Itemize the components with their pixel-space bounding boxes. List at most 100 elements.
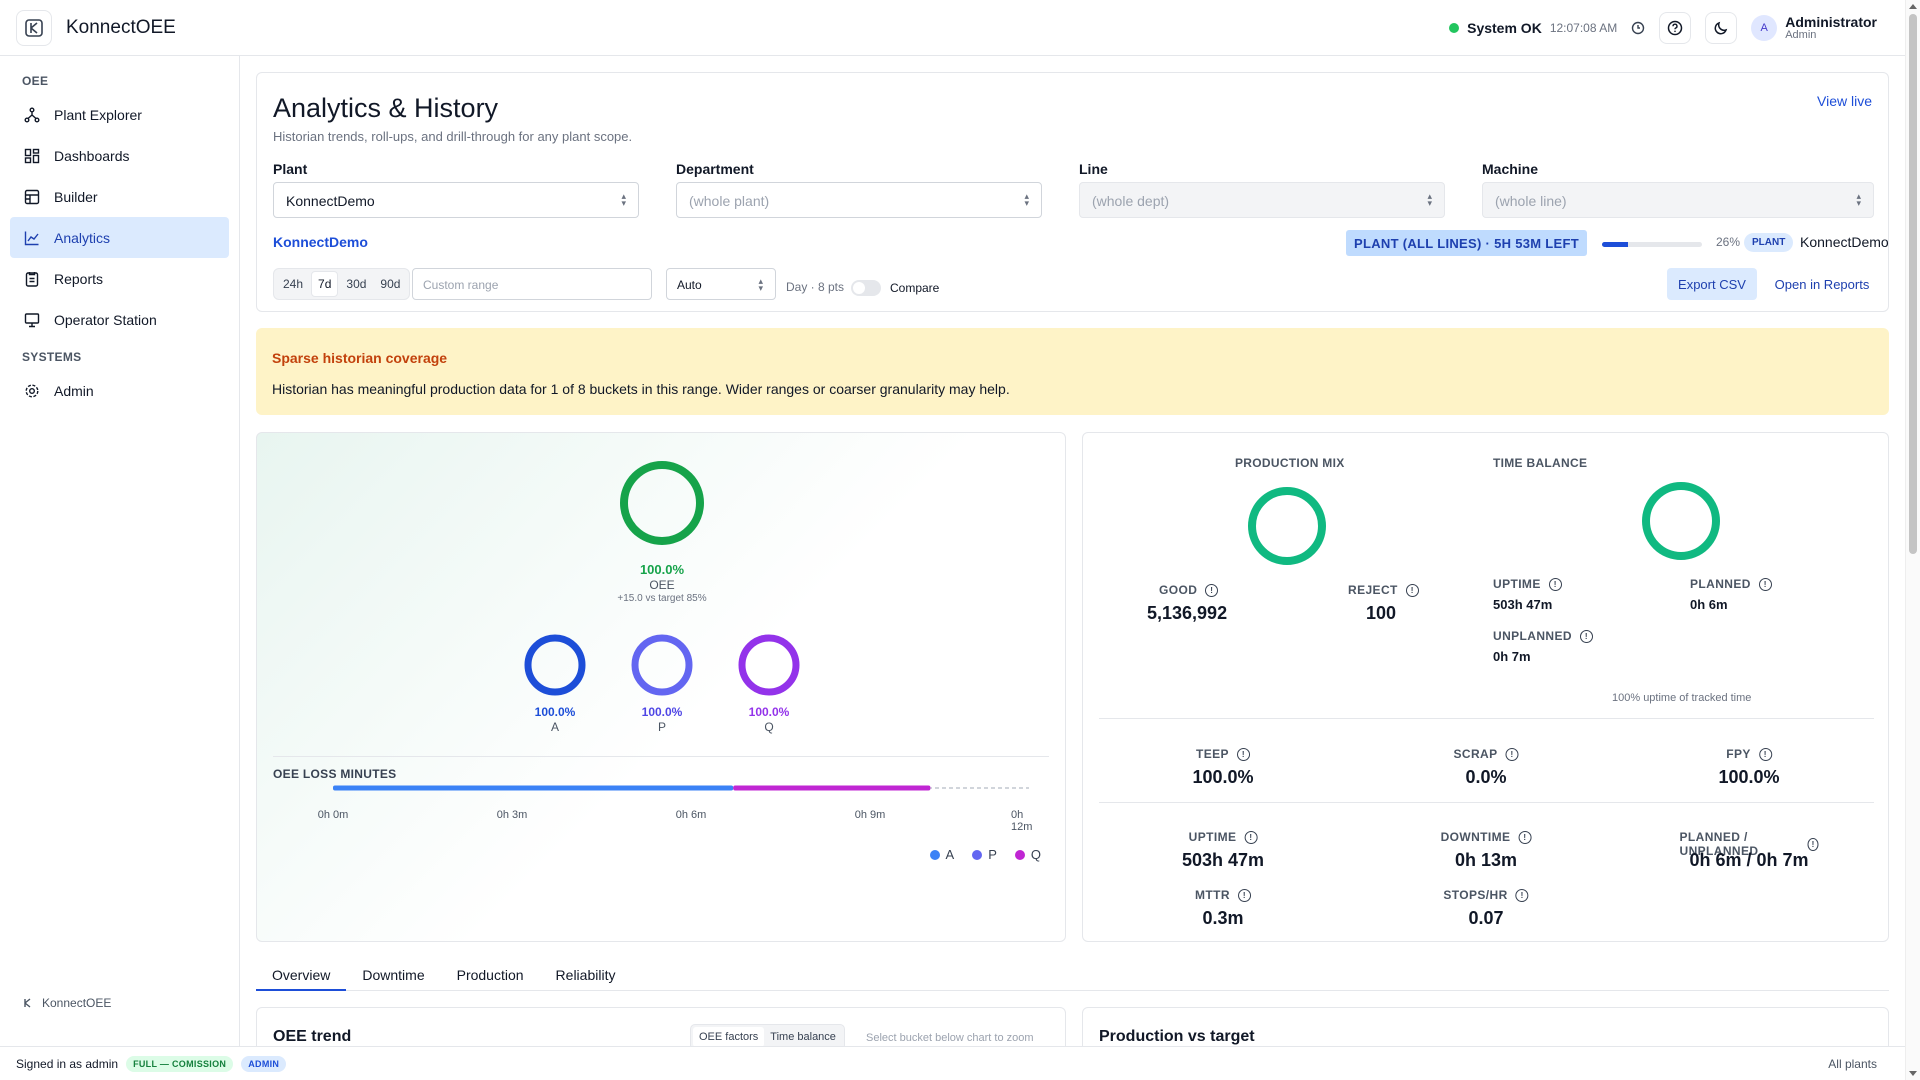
- tab-production[interactable]: Production: [456, 967, 524, 983]
- scope-text: All plants: [1828, 1056, 1877, 1071]
- export-csv-button[interactable]: Export CSV: [1667, 268, 1757, 300]
- sidebar: OEE Plant Explorer Dashboards Builder An…: [0, 56, 240, 1046]
- info-icon[interactable]: !: [1505, 747, 1519, 761]
- time-balance-ring: [1642, 482, 1720, 560]
- info-icon[interactable]: !: [1244, 830, 1258, 844]
- chart-icon: [24, 230, 40, 246]
- oee-factors-button[interactable]: OEE factors: [693, 1027, 765, 1046]
- info-icon[interactable]: !: [1758, 577, 1772, 591]
- info-icon[interactable]: !: [1758, 747, 1772, 761]
- page-scrollbar[interactable]: [1905, 0, 1920, 1080]
- trend-mode-toggle: OEE factors Time balance: [690, 1024, 845, 1046]
- chevron-updown-icon: ▴ ▾: [621, 191, 626, 208]
- info-icon[interactable]: !: [1579, 629, 1593, 643]
- plant-select[interactable]: KonnectDemo ▴ ▾: [273, 182, 639, 218]
- scope-link[interactable]: KonnectDemo: [273, 234, 368, 250]
- mix-rings: [1248, 482, 1720, 565]
- scrollbar-thumb[interactable]: [1909, 14, 1917, 554]
- info-icon[interactable]: !: [1237, 888, 1251, 902]
- downtime-label-text: DOWNTIME: [1440, 830, 1511, 844]
- page-title: Analytics & History: [273, 93, 499, 123]
- theme-toggle-button[interactable]: [1705, 12, 1738, 44]
- range-7d-button[interactable]: 7d: [311, 271, 339, 297]
- custom-range-input[interactable]: Custom range: [412, 268, 652, 300]
- oee-value-block: 100.0% OEE +15.0 vs target 85%: [617, 562, 706, 604]
- scroll-up-icon[interactable]: [1909, 4, 1917, 9]
- oee-trend-title: OEE trend: [273, 1028, 352, 1045]
- loss-segment-a[interactable]: [333, 785, 734, 791]
- sidebar-item-plant-explorer[interactable]: Plant Explorer: [10, 94, 229, 135]
- machine-select[interactable]: (whole line) ▴ ▾: [1482, 182, 1874, 218]
- user-role: Admin: [1785, 28, 1817, 41]
- unplanned-label: UNPLANNED!: [1493, 629, 1593, 643]
- oee-label: OEE: [649, 578, 675, 592]
- toggle-knob: [853, 282, 865, 294]
- quality-value: 100.0%: [748, 705, 790, 719]
- help-icon: [1667, 20, 1683, 36]
- info-icon[interactable]: !: [1807, 837, 1819, 851]
- line-select[interactable]: (whole dept) ▴ ▾: [1079, 182, 1445, 218]
- sidebar-item-builder[interactable]: Builder: [10, 176, 229, 217]
- info-icon[interactable]: !: [1518, 830, 1532, 844]
- legend-item-a[interactable]: A: [929, 847, 955, 862]
- range-30d-button[interactable]: 30d: [346, 277, 367, 291]
- loss-segment-q[interactable]: [733, 785, 931, 791]
- plant-tag-badge: PLANT: [1744, 233, 1794, 252]
- uptime-value: 503h 47m: [1493, 597, 1553, 612]
- sidebar-footer: KonnectOEE: [22, 996, 111, 1010]
- help-button[interactable]: [1659, 12, 1692, 44]
- view-live-link[interactable]: View live: [1817, 93, 1872, 109]
- info-icon[interactable]: !: [1236, 747, 1250, 761]
- performance-label: P: [657, 720, 667, 734]
- compare-toggle[interactable]: [851, 280, 881, 296]
- sidebar-item-admin[interactable]: Admin: [10, 370, 229, 411]
- user-menu[interactable]: A Administrator Admin: [1751, 15, 1877, 41]
- uptime-note: 100% uptime of tracked time: [1612, 692, 1752, 704]
- sidebar-item-label: Builder: [54, 188, 98, 205]
- scroll-down-icon[interactable]: [1909, 1071, 1917, 1076]
- fpy-label: FPY!: [1726, 747, 1772, 761]
- sidebar-item-dashboards[interactable]: Dashboards: [10, 135, 229, 176]
- tab-overview[interactable]: Overview: [256, 959, 347, 991]
- user-name: Administrator: [1785, 13, 1877, 30]
- license-badge: FULL — COMISSION: [126, 1055, 234, 1072]
- granularity-select[interactable]: Auto ▴ ▾: [666, 268, 776, 300]
- reject-value: 100: [1366, 603, 1397, 623]
- department-select[interactable]: (whole plant) ▴ ▾: [676, 182, 1042, 218]
- loss-tick: 0h 9m: [854, 809, 886, 821]
- tab-downtime[interactable]: Downtime: [362, 967, 425, 983]
- legend-item-q[interactable]: Q: [1014, 847, 1041, 862]
- sidebar-item-label: Analytics: [54, 229, 111, 246]
- department-select-value: (whole plant): [689, 193, 770, 209]
- plant-select-value: KonnectDemo: [286, 193, 375, 209]
- role-badge: ADMIN: [241, 1055, 287, 1072]
- performance-value: 100.0%: [641, 705, 683, 719]
- reject-label-text: REJECT: [1348, 583, 1398, 597]
- sidebar-item-label: Dashboards: [54, 147, 130, 164]
- logo-small-icon: [24, 998, 31, 1008]
- info-icon[interactable]: !: [1405, 583, 1419, 597]
- loss-tick: 0h 0m: [317, 809, 349, 821]
- time-balance-button[interactable]: Time balance: [770, 1031, 836, 1043]
- sidebar-item-reports[interactable]: Reports: [10, 258, 229, 299]
- avatar: A: [1751, 14, 1778, 41]
- planned-value: 0h 6m: [1690, 597, 1728, 612]
- info-icon[interactable]: !: [1205, 583, 1219, 597]
- info-icon[interactable]: !: [1515, 888, 1529, 902]
- open-in-reports-button[interactable]: Open in Reports: [1774, 276, 1870, 292]
- range-24h-button[interactable]: 24h: [283, 277, 304, 291]
- oee-rings: [524, 461, 800, 696]
- legend-item-p[interactable]: P: [972, 847, 997, 862]
- loss-tick: 0h 12m: [1011, 809, 1033, 833]
- info-icon[interactable]: !: [1548, 577, 1562, 591]
- brand[interactable]: KonnectOEE: [0, 9, 176, 46]
- legend-label: A: [945, 847, 955, 862]
- analytics-tabs: Overview Downtime Production Reliability: [256, 959, 1889, 991]
- sidebar-item-operator-station[interactable]: Operator Station: [10, 299, 229, 340]
- range-90d-button[interactable]: 90d: [380, 277, 401, 291]
- scrap-label-text: SCRAP: [1453, 747, 1498, 761]
- pu-label-text: PLANNED / UNPLANNED: [1679, 830, 1759, 858]
- tab-reliability[interactable]: Reliability: [555, 967, 616, 983]
- sidebar-item-analytics[interactable]: Analytics: [10, 217, 229, 258]
